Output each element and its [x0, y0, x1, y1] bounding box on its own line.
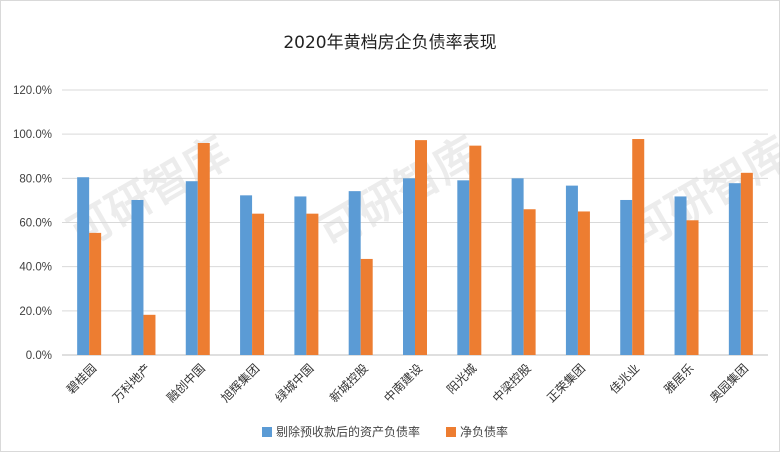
y-axis-ticks: 0.0% 20.0% 40.0% 60.0% 80.0% 100.0% 120.0%	[13, 85, 52, 362]
bar-series-2	[89, 232, 102, 355]
x-tick-label: 绿城中国	[272, 361, 317, 406]
bar-series-1	[457, 180, 470, 355]
legend-label-series-1: 剔除预收款后的资产负债率	[276, 424, 420, 439]
bar-series-2	[360, 258, 373, 355]
bar-series-2	[740, 172, 753, 355]
x-tick-label: 阳光城	[444, 361, 479, 396]
bar-series-1	[674, 196, 687, 355]
bar-series-1	[240, 195, 253, 355]
y-tick-label: 40.0%	[19, 262, 52, 274]
x-tick-label: 正荣集团	[543, 361, 588, 406]
y-tick-label: 60.0%	[19, 218, 52, 230]
legend: 剔除预收款后的资产负债率 净负债率	[262, 424, 508, 439]
x-tick-label: 碧桂园	[63, 361, 99, 397]
bar-series-1	[294, 196, 307, 355]
y-tick-label: 20.0%	[19, 306, 52, 318]
legend-swatch-series-1	[262, 427, 272, 437]
bar-series-1	[565, 185, 578, 355]
bars-layer	[77, 139, 753, 355]
bar-series-2	[577, 211, 590, 355]
bar-series-1	[185, 181, 198, 355]
bar-series-2	[523, 209, 536, 355]
bar-series-1	[728, 183, 741, 355]
y-tick-label: 0.0%	[26, 350, 52, 362]
bar-series-2	[415, 140, 427, 355]
bar-series-2	[469, 145, 482, 355]
x-tick-label: 融创中国	[163, 361, 208, 406]
chart-title: 2020年黄档房企负债率表现	[283, 33, 496, 53]
bar-series-2	[686, 220, 699, 355]
y-tick-label: 120.0%	[13, 85, 52, 97]
bar-series-2	[252, 213, 265, 355]
bar-series-1	[403, 178, 415, 355]
bar-series-2	[306, 213, 319, 355]
y-tick-label: 80.0%	[19, 173, 52, 185]
x-tick-label: 佳兆业	[607, 361, 642, 396]
bar-series-2	[632, 139, 645, 355]
legend-swatch-series-2	[446, 427, 456, 437]
bar-series-1	[348, 191, 361, 355]
bar-series-1	[131, 199, 144, 355]
bar-series-2	[143, 314, 156, 355]
bar-series-1	[77, 177, 90, 355]
x-tick-label: 新城控股	[326, 361, 371, 406]
x-tick-label: 中南建设	[381, 361, 426, 406]
x-tick-label: 旭辉集团	[218, 361, 263, 406]
bar-series-1	[620, 199, 633, 355]
bar-series-1	[511, 178, 524, 355]
x-axis-labels: 碧桂园 万科地产 融创中国 旭辉集团 绿城中国 新城控股 中南建设 阳光城 中梁控股 正荣集团 佳兆…	[63, 361, 751, 406]
x-tick-label: 中梁控股	[489, 361, 534, 406]
x-tick-label: 奥园集团	[706, 361, 751, 406]
bar-series-2	[197, 143, 210, 355]
legend-label-series-2: 净负债率	[460, 424, 508, 439]
x-tick-label: 雅居乐	[661, 361, 697, 397]
y-tick-label: 100.0%	[13, 129, 52, 141]
x-tick-label: 万科地产	[110, 361, 154, 405]
